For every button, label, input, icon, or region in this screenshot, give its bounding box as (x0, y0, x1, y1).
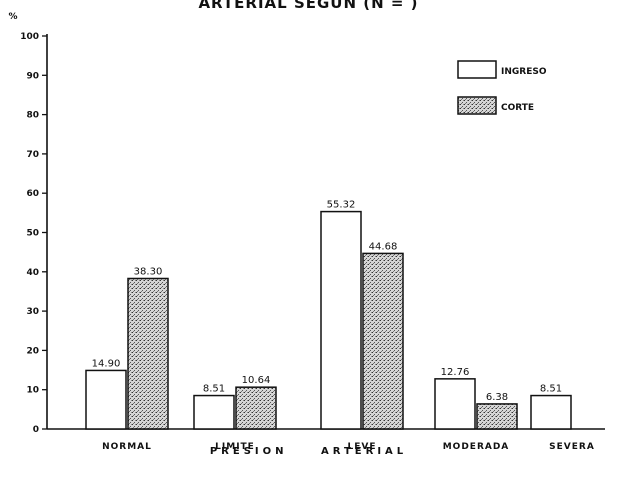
data-label-ingreso-severa: 8.51 (540, 384, 562, 395)
data-label-ingreso-normal: 14.90 (92, 358, 121, 369)
y-tick-label-30: 30 (26, 307, 39, 317)
bar-ingreso-moderada (434, 378, 476, 430)
bar-ingreso-leve (320, 210, 362, 430)
legend-swatch-ingreso (457, 60, 497, 79)
legend-swatch-corte (457, 96, 497, 115)
y-tick-label-70: 70 (26, 150, 39, 160)
y-tick-label-100: 100 (20, 32, 39, 42)
y-tick-label-20: 20 (26, 346, 39, 356)
data-label-corte-limite: 10.64 (242, 375, 271, 386)
x-tick-label-leve: LEVE (348, 442, 377, 452)
y-tick-label-40: 40 (26, 268, 39, 278)
y-tick-label-90: 90 (26, 71, 39, 81)
data-label-corte-moderada: 6.38 (486, 392, 508, 403)
legend-label-corte: CORTE (501, 103, 534, 113)
bar-ingreso-normal (85, 369, 127, 430)
data-label-corte-leve: 44.68 (369, 241, 398, 252)
chart-title: ARTERIAL SEGÚN (N = ) (198, 0, 419, 12)
data-label-ingreso-moderada: 12.76 (441, 367, 470, 378)
bar-corte-normal (127, 277, 169, 430)
bar-ingreso-limite (193, 394, 235, 430)
bar-corte-moderada (476, 403, 518, 430)
x-axis-label: PRESION ARTERIAL (209, 446, 408, 457)
bar-corte-leve (362, 252, 404, 430)
bar-corte-limite (235, 386, 277, 430)
y-axis-label: % (8, 12, 17, 22)
x-tick-label-normal: NORMAL (102, 442, 152, 452)
bar-ingreso-severa (530, 394, 572, 430)
x-tick-label-moderada: MODERADA (443, 442, 510, 452)
data-label-ingreso-leve: 55.32 (327, 200, 356, 211)
x-tick-label-severa: SEVERA (549, 442, 595, 452)
data-label-corte-normal: 38.30 (134, 266, 163, 277)
data-label-ingreso-limite: 8.51 (203, 384, 225, 395)
y-tick-label-10: 10 (26, 386, 39, 396)
y-tick-label-80: 80 (26, 111, 39, 121)
y-tick-label-60: 60 (26, 189, 39, 199)
y-tick-label-0: 0 (33, 425, 39, 435)
y-tick-label-50: 50 (26, 229, 39, 239)
legend-label-ingreso: INGRESO (501, 67, 547, 77)
x-tick-label-limite: LIMITE (215, 442, 255, 452)
